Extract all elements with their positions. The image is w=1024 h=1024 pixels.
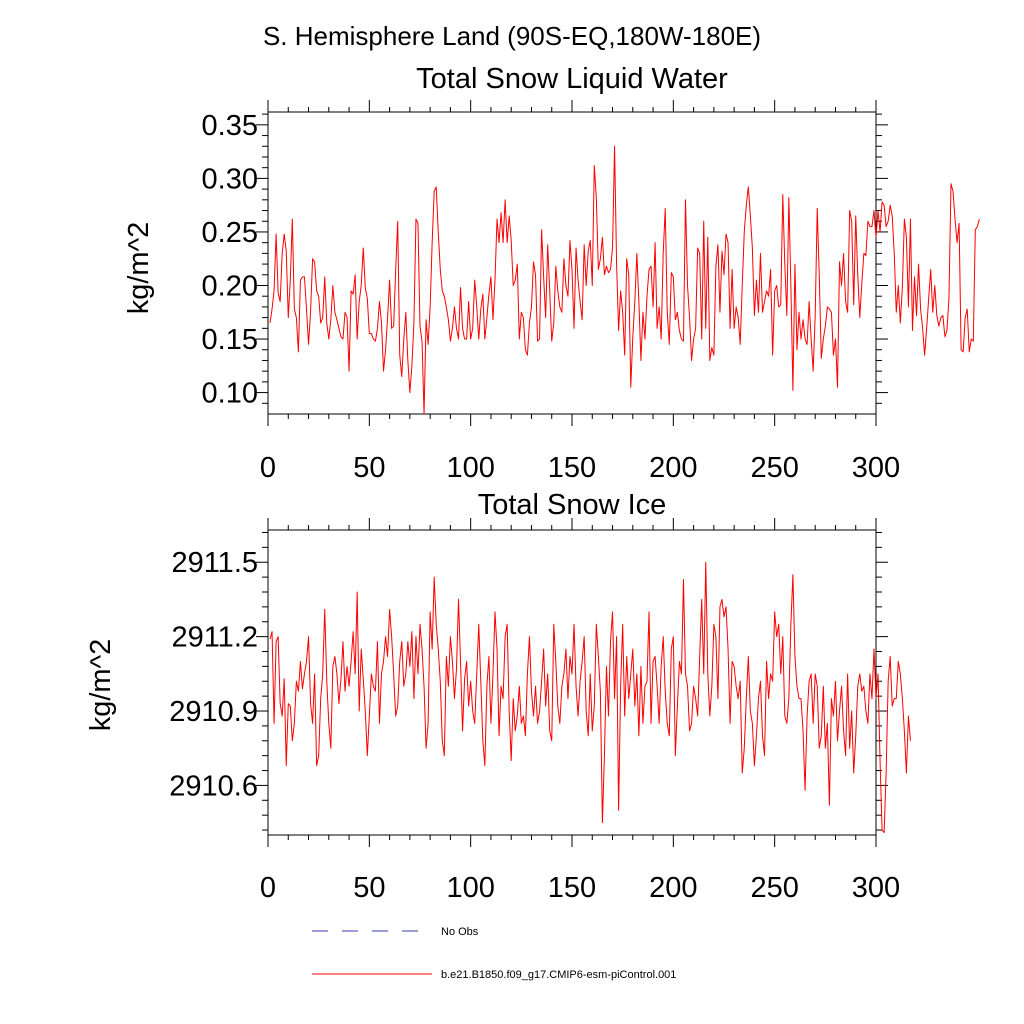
chart-title: Total Snow Ice bbox=[478, 489, 667, 521]
x-tick-label: 150 bbox=[548, 452, 596, 484]
y-tick-label: 0.10 bbox=[202, 378, 258, 410]
chart-title: Total Snow Liquid Water bbox=[416, 63, 728, 95]
legend: No Obs b.e21.B1850.f09_g17.CMIP6-esm-piC… bbox=[312, 926, 676, 981]
y-axis-label: kg/m^2 bbox=[123, 222, 155, 315]
x-tick-label: 50 bbox=[353, 452, 385, 484]
x-tick-label: 0 bbox=[260, 452, 276, 484]
x-tick-label: 100 bbox=[446, 452, 494, 484]
series-line bbox=[269, 145, 980, 415]
x-tick-label: 250 bbox=[750, 452, 798, 484]
y-tick-label: 0.30 bbox=[202, 163, 258, 195]
y-tick-label: 2911.2 bbox=[171, 622, 258, 654]
plot-area: 0 50 100 150 200 250 300 2910.6 2910.9 2911.2 2911… bbox=[169, 518, 911, 904]
y-axis-label: kg/m^2 bbox=[85, 639, 117, 732]
x-tick-label: 50 bbox=[353, 872, 385, 904]
x-tick-label: 250 bbox=[750, 872, 798, 904]
y-tick-label: 0.15 bbox=[202, 324, 258, 356]
x-tick-label: 0 bbox=[260, 872, 276, 904]
y-tick-label: 0.25 bbox=[202, 217, 258, 249]
x-tick-label: 300 bbox=[852, 872, 900, 904]
x-tick-label: 200 bbox=[649, 872, 697, 904]
chart-panel-snow-ice: Total Snow Ice kg/m^2 0 50 100 150 200 250 300… bbox=[85, 489, 911, 904]
legend-label-obs: No Obs bbox=[441, 926, 479, 938]
chart-panel-snow-liquid-water: Total Snow Liquid Water kg/m^2 0 50 100 150… bbox=[123, 63, 980, 484]
x-tick-label: 300 bbox=[852, 452, 900, 484]
x-tick-label: 150 bbox=[548, 872, 596, 904]
y-tick-label: 0.35 bbox=[202, 110, 258, 142]
x-tick-label: 100 bbox=[446, 872, 494, 904]
y-tick-label: 2910.6 bbox=[169, 770, 258, 802]
legend-label-model: b.e21.B1850.f09_g17.CMIP6-esm-piControl.… bbox=[441, 969, 676, 981]
y-tick-label: 2911.5 bbox=[171, 547, 258, 579]
x-tick-label: 200 bbox=[649, 452, 697, 484]
y-tick-label: 2910.9 bbox=[169, 696, 258, 728]
series-line bbox=[269, 561, 911, 834]
page-title: S. Hemisphere Land (90S-EQ,180W-180E) bbox=[263, 21, 761, 51]
y-tick-label: 0.20 bbox=[202, 270, 258, 302]
plot-area: 0 50 100 150 200 250 300 0.10 0.15 0.20 0.25 0.30 0.… bbox=[202, 100, 980, 484]
